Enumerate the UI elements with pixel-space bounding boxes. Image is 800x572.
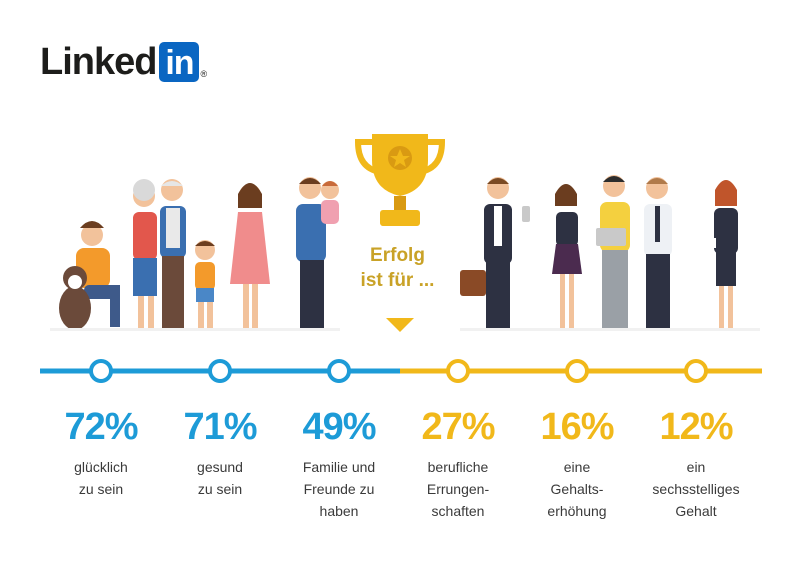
grandmother-figure xyxy=(133,179,157,328)
stat-item: 71% gesund zu sein xyxy=(160,405,280,500)
caption-line-2: ist für ... xyxy=(360,270,435,291)
stat-item: 27% berufliche Errungen- schaften xyxy=(398,405,518,522)
stat-item: 12% ein sechsstelliges Gehalt xyxy=(636,405,756,522)
father-with-child-figure xyxy=(296,177,339,328)
businesswoman-figure xyxy=(552,184,582,328)
timeline-node xyxy=(446,359,470,383)
logo-wordmark: Linked xyxy=(40,41,157,83)
man-with-laptop-figure xyxy=(596,175,630,328)
stat-label: gesund zu sein xyxy=(197,459,243,497)
man-in-suit-figure xyxy=(644,177,672,328)
stat-label: glücklich zu sein xyxy=(74,459,128,497)
timeline-node xyxy=(208,359,232,383)
timeline-node xyxy=(327,359,351,383)
stat-percentage: 71% xyxy=(183,406,257,448)
timeline-node xyxy=(89,359,113,383)
ground-line-right xyxy=(460,328,760,331)
center-caption: Erfolg ist für ... xyxy=(340,243,455,293)
timeline xyxy=(40,359,762,383)
timeline-node xyxy=(565,359,589,383)
timeline-node xyxy=(684,359,708,383)
man-with-dog-figure xyxy=(59,221,120,330)
stat-label: eine Gehalts- erhöhung xyxy=(547,459,607,519)
stat-percentage: 12% xyxy=(659,406,733,448)
woman-with-coffee-figure xyxy=(709,180,738,328)
stat-item: 49% Familie und Freunde zu haben xyxy=(279,405,399,522)
caption-line-1: Erfolg xyxy=(370,245,425,266)
stat-percentage: 49% xyxy=(302,406,376,448)
stat-label: ein sechsstelliges Gehalt xyxy=(652,459,740,519)
stat-percentage: 72% xyxy=(64,406,138,448)
mother-figure xyxy=(230,183,270,328)
down-arrow-icon xyxy=(386,318,414,332)
stat-item: 16% eine Gehalts- erhöhung xyxy=(517,405,637,522)
people-illustration xyxy=(50,134,760,332)
stat-label: berufliche Errungen- schaften xyxy=(426,459,490,519)
logo-in-box: in xyxy=(159,42,200,82)
stat-percentage: 27% xyxy=(421,406,495,448)
stat-percentage: 16% xyxy=(540,406,614,448)
grandfather-figure xyxy=(160,179,186,328)
registered-mark: ® xyxy=(200,69,208,79)
ground-line-left xyxy=(50,328,340,331)
stat-item: 72% glücklich zu sein xyxy=(41,405,161,500)
businessman-with-briefcase-figure xyxy=(460,177,530,328)
trophy-icon xyxy=(354,134,446,226)
stat-label: Familie und Freunde zu haben xyxy=(302,459,376,519)
linkedin-logo: Linked in ® xyxy=(40,41,207,83)
boy-figure xyxy=(195,240,215,328)
